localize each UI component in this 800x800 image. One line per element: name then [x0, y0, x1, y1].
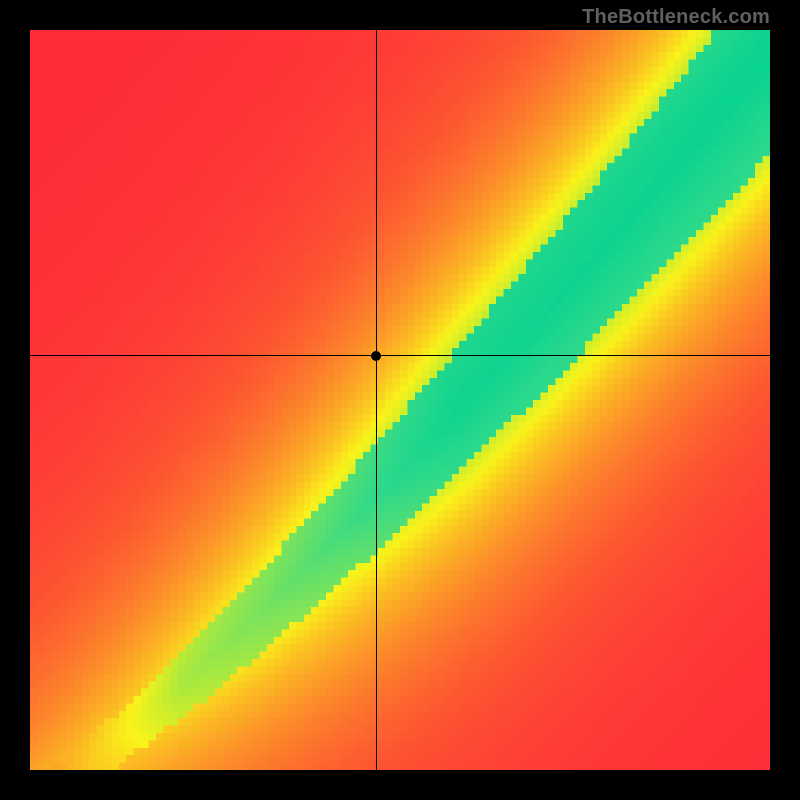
- watermark: TheBottleneck.com: [582, 6, 770, 29]
- crosshair-vertical: [376, 30, 377, 770]
- frame: TheBottleneck.com: [0, 0, 800, 800]
- crosshair-horizontal: [30, 355, 770, 356]
- crosshair-marker-dot: [371, 351, 381, 361]
- bottleneck-heatmap: [30, 30, 770, 770]
